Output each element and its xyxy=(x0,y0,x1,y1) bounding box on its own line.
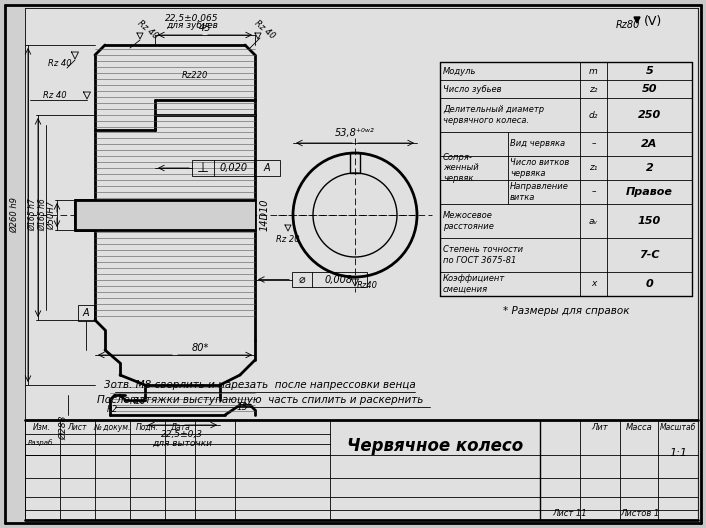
Text: (V): (V) xyxy=(644,15,662,29)
Text: Ø50H7: Ø50H7 xyxy=(47,201,56,230)
Text: Разраб.: Разраб. xyxy=(28,440,56,446)
Text: Коэффициент
смещения: Коэффициент смещения xyxy=(443,275,505,294)
Text: 0,008: 0,008 xyxy=(325,275,353,285)
Text: Подп.: Подп. xyxy=(136,422,159,431)
Text: m: m xyxy=(589,67,598,76)
Text: Листов 1: Листов 1 xyxy=(621,510,659,518)
Text: d₂: d₂ xyxy=(589,110,598,119)
Text: Делительный диаметр
червячного колеса.: Делительный диаметр червячного колеса. xyxy=(443,105,544,125)
Text: Направление
витка: Направление витка xyxy=(510,182,569,202)
Text: Число витков
червяка: Число витков червяка xyxy=(510,158,569,178)
Text: Масса: Масса xyxy=(626,422,652,431)
Text: Rz 40: Rz 40 xyxy=(136,19,160,41)
Text: R19: R19 xyxy=(130,398,146,407)
Text: Изм.: Изм. xyxy=(33,422,51,431)
Text: 22,5±0,065: 22,5±0,065 xyxy=(165,14,219,23)
Text: x: x xyxy=(591,279,596,288)
Text: Лит: Лит xyxy=(592,422,609,431)
Text: aᵥ: aᵥ xyxy=(589,216,598,225)
Text: 3отв. М8 сверлить и нарезать  после напрессовки венца: 3отв. М8 сверлить и нарезать после напре… xyxy=(104,380,416,390)
Bar xyxy=(192,160,280,176)
Text: 5: 5 xyxy=(645,66,653,76)
Text: A: A xyxy=(263,163,270,173)
Text: –: – xyxy=(591,187,596,196)
Text: z₂: z₂ xyxy=(590,84,598,93)
Text: z₁: z₁ xyxy=(590,164,598,173)
Text: для зубьев: для зубьев xyxy=(166,22,218,31)
Text: Межосевое
расстояние: Межосевое расстояние xyxy=(443,211,494,231)
Text: 50: 50 xyxy=(642,84,657,94)
Text: Rz 20: Rz 20 xyxy=(276,235,300,244)
Text: 22,5±0,3: 22,5±0,3 xyxy=(161,430,203,439)
Text: 7-С: 7-С xyxy=(639,250,659,260)
Text: Ø165 h6: Ø165 h6 xyxy=(39,199,47,231)
Text: ⊥: ⊥ xyxy=(197,161,209,175)
Text: Число зубьев: Число зубьев xyxy=(443,84,501,93)
Bar xyxy=(75,200,255,230)
Text: Лист 11: Лист 11 xyxy=(553,510,587,518)
Text: Ø165 h7: Ø165 h7 xyxy=(28,199,37,231)
Text: Rz 40: Rz 40 xyxy=(43,90,67,99)
Text: После затяжки выступающую  часть спилить и раскернить: После затяжки выступающую часть спилить … xyxy=(97,395,423,405)
Text: 80*: 80* xyxy=(191,343,209,353)
Text: № докум.: № докум. xyxy=(93,422,131,431)
Text: 2A: 2A xyxy=(641,139,658,149)
Text: Червячное колесо: Червячное колесо xyxy=(347,437,523,455)
Text: ⌀: ⌀ xyxy=(299,275,306,285)
Text: Rz80: Rz80 xyxy=(616,20,640,30)
Text: 1:1: 1:1 xyxy=(669,448,687,458)
Text: * Размеры для справок: * Размеры для справок xyxy=(503,306,629,316)
Text: –: – xyxy=(591,139,596,148)
Text: Rz 40: Rz 40 xyxy=(48,59,72,68)
Text: 250: 250 xyxy=(638,110,661,120)
Text: 14D10: 14D10 xyxy=(260,199,270,231)
Text: Rz40: Rz40 xyxy=(357,280,378,289)
Text: Правое: Правое xyxy=(626,187,673,197)
Bar xyxy=(78,305,94,321)
Text: Модуль: Модуль xyxy=(443,67,477,76)
Text: 15: 15 xyxy=(237,403,248,412)
Text: Сопря-
женный
червяк: Сопря- женный червяк xyxy=(443,153,479,183)
Text: Rz220: Rz220 xyxy=(182,71,208,80)
Bar xyxy=(292,272,367,287)
Text: 53,8⁺⁰ʷ²: 53,8⁺⁰ʷ² xyxy=(335,128,375,138)
Text: Ø260 h9: Ø260 h9 xyxy=(11,197,20,233)
Text: 150: 150 xyxy=(638,216,661,226)
Text: A: A xyxy=(83,308,90,318)
Text: 0: 0 xyxy=(645,279,653,289)
Text: Ø288: Ø288 xyxy=(59,416,68,440)
Text: Rz 40: Rz 40 xyxy=(253,19,277,41)
Polygon shape xyxy=(634,17,640,23)
Text: 2: 2 xyxy=(645,163,653,173)
Text: Вид червяка: Вид червяка xyxy=(510,139,565,148)
Text: 45: 45 xyxy=(199,23,211,33)
Text: Масштаб: Масштаб xyxy=(660,422,696,431)
Text: Дата: Дата xyxy=(170,422,190,431)
Text: R2: R2 xyxy=(107,406,118,414)
Text: Лист: Лист xyxy=(67,422,87,431)
Text: 0,020: 0,020 xyxy=(220,163,248,173)
Text: Степень точности
по ГОСТ 3675-81: Степень точности по ГОСТ 3675-81 xyxy=(443,246,523,265)
Text: для выточки: для выточки xyxy=(152,438,212,448)
